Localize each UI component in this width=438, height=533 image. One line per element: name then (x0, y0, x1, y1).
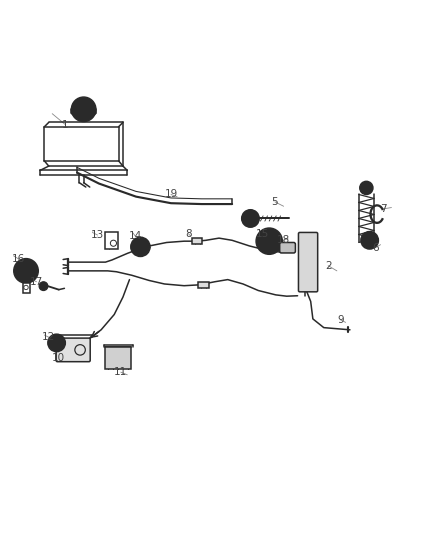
Text: 17: 17 (30, 277, 43, 287)
Text: 16: 16 (11, 254, 25, 264)
Text: 8: 8 (185, 229, 192, 239)
Bar (22, 283, 29, 293)
Circle shape (14, 259, 38, 283)
Circle shape (135, 241, 146, 252)
Text: 11: 11 (114, 367, 127, 377)
Text: 9: 9 (337, 315, 344, 325)
Text: 7: 7 (380, 204, 386, 214)
Text: 6: 6 (372, 243, 378, 253)
Text: 18: 18 (277, 235, 290, 245)
Circle shape (131, 237, 150, 256)
Text: 13: 13 (91, 230, 104, 240)
Circle shape (361, 231, 378, 249)
Text: 10: 10 (52, 353, 65, 363)
Circle shape (242, 210, 259, 227)
Circle shape (48, 334, 65, 352)
Bar (106, 232, 118, 249)
Circle shape (256, 228, 283, 254)
Bar (106, 348, 131, 369)
Circle shape (366, 236, 374, 244)
Circle shape (77, 102, 91, 116)
Text: 1: 1 (62, 119, 69, 130)
Circle shape (39, 282, 48, 290)
Circle shape (360, 181, 373, 195)
Circle shape (246, 214, 255, 223)
FancyBboxPatch shape (56, 338, 90, 362)
FancyBboxPatch shape (280, 243, 295, 253)
Text: 5: 5 (272, 197, 278, 207)
Circle shape (71, 97, 96, 122)
Text: 15: 15 (256, 229, 269, 239)
Circle shape (20, 265, 32, 277)
Text: 2: 2 (325, 261, 332, 271)
Bar (198, 282, 209, 288)
Bar (192, 238, 202, 244)
Text: 19: 19 (164, 189, 177, 199)
Circle shape (53, 339, 60, 347)
Text: 14: 14 (128, 231, 142, 241)
Text: 12: 12 (42, 332, 55, 342)
FancyBboxPatch shape (298, 232, 318, 292)
